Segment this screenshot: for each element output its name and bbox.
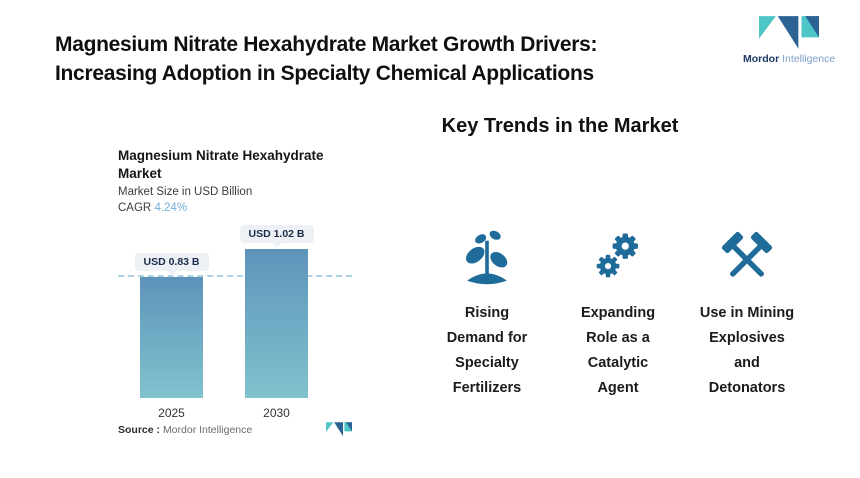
chart-title-line1: Magnesium Nitrate Hexahydrate <box>118 148 324 163</box>
brand-logo: Mordor Intelligence <box>743 16 835 65</box>
page-title: Magnesium Nitrate Hexahydrate Market Gro… <box>55 30 705 88</box>
mining-hammers-icon <box>721 231 773 277</box>
trends-heading: Key Trends in the Market <box>441 115 679 137</box>
bar-chart: USD 0.83 B USD 1.02 B 2025 2030 <box>118 225 352 420</box>
page-title-line1: Magnesium Nitrate Hexahydrate Market Gro… <box>55 33 598 56</box>
chart-title: Magnesium Nitrate Hexahydrate Market <box>118 147 353 183</box>
bar-group-2025: USD 0.83 B <box>134 253 209 398</box>
cagr-value: 4.24% <box>154 202 188 214</box>
source-row: Source : Mordor Intelligence <box>118 422 352 437</box>
brand-name-light: Intelligence <box>782 53 836 65</box>
source-text: Source : Mordor Intelligence <box>118 424 252 436</box>
bar-group-2030: USD 1.02 B <box>239 225 314 398</box>
trend-item-catalytic: Expanding Role as a Catalytic Agent <box>550 228 686 401</box>
trend-label-fertilizers: Rising Demand for Specialty Fertilizers <box>446 305 528 396</box>
chart-cagr: CAGR 4.24% <box>118 202 187 214</box>
trend-item-mining: Use in Mining Explosives and Detonators <box>679 228 815 401</box>
mordor-logo-icon <box>759 16 819 49</box>
chart-title-line2: Market <box>118 166 162 181</box>
source-label: Source : <box>118 423 161 436</box>
page-title-line2: Increasing Adoption in Specialty Chemica… <box>55 62 594 85</box>
mordor-logo-mark-small-icon <box>326 422 352 437</box>
reference-dashed-line <box>118 275 352 277</box>
source-value: Mordor Intelligence <box>162 423 253 436</box>
brand-name-bold: Mordor <box>743 53 780 65</box>
x-axis-label-2030: 2030 <box>263 406 290 420</box>
trend-label-catalytic: Expanding Role as a Catalytic Agent <box>580 305 656 396</box>
bar-2025: USD 0.83 B <box>134 253 209 398</box>
trend-label-mining: Use in Mining Explosives and Detonators <box>699 305 795 396</box>
seedling-icon <box>466 230 508 285</box>
value-label-2025: USD 0.83 B <box>134 253 209 271</box>
cagr-label: CAGR <box>118 202 152 214</box>
x-axis-label-2025: 2025 <box>158 406 185 420</box>
chart-subtitle: Market Size in USD Billion <box>118 186 253 198</box>
gears-icon <box>596 233 638 278</box>
brand-text: Mordor Intelligence <box>743 53 835 65</box>
bar-2030: USD 1.02 B <box>239 225 314 398</box>
trend-item-fertilizers: Rising Demand for Specialty Fertilizers <box>419 228 555 401</box>
value-label-2030: USD 1.02 B <box>239 225 314 243</box>
